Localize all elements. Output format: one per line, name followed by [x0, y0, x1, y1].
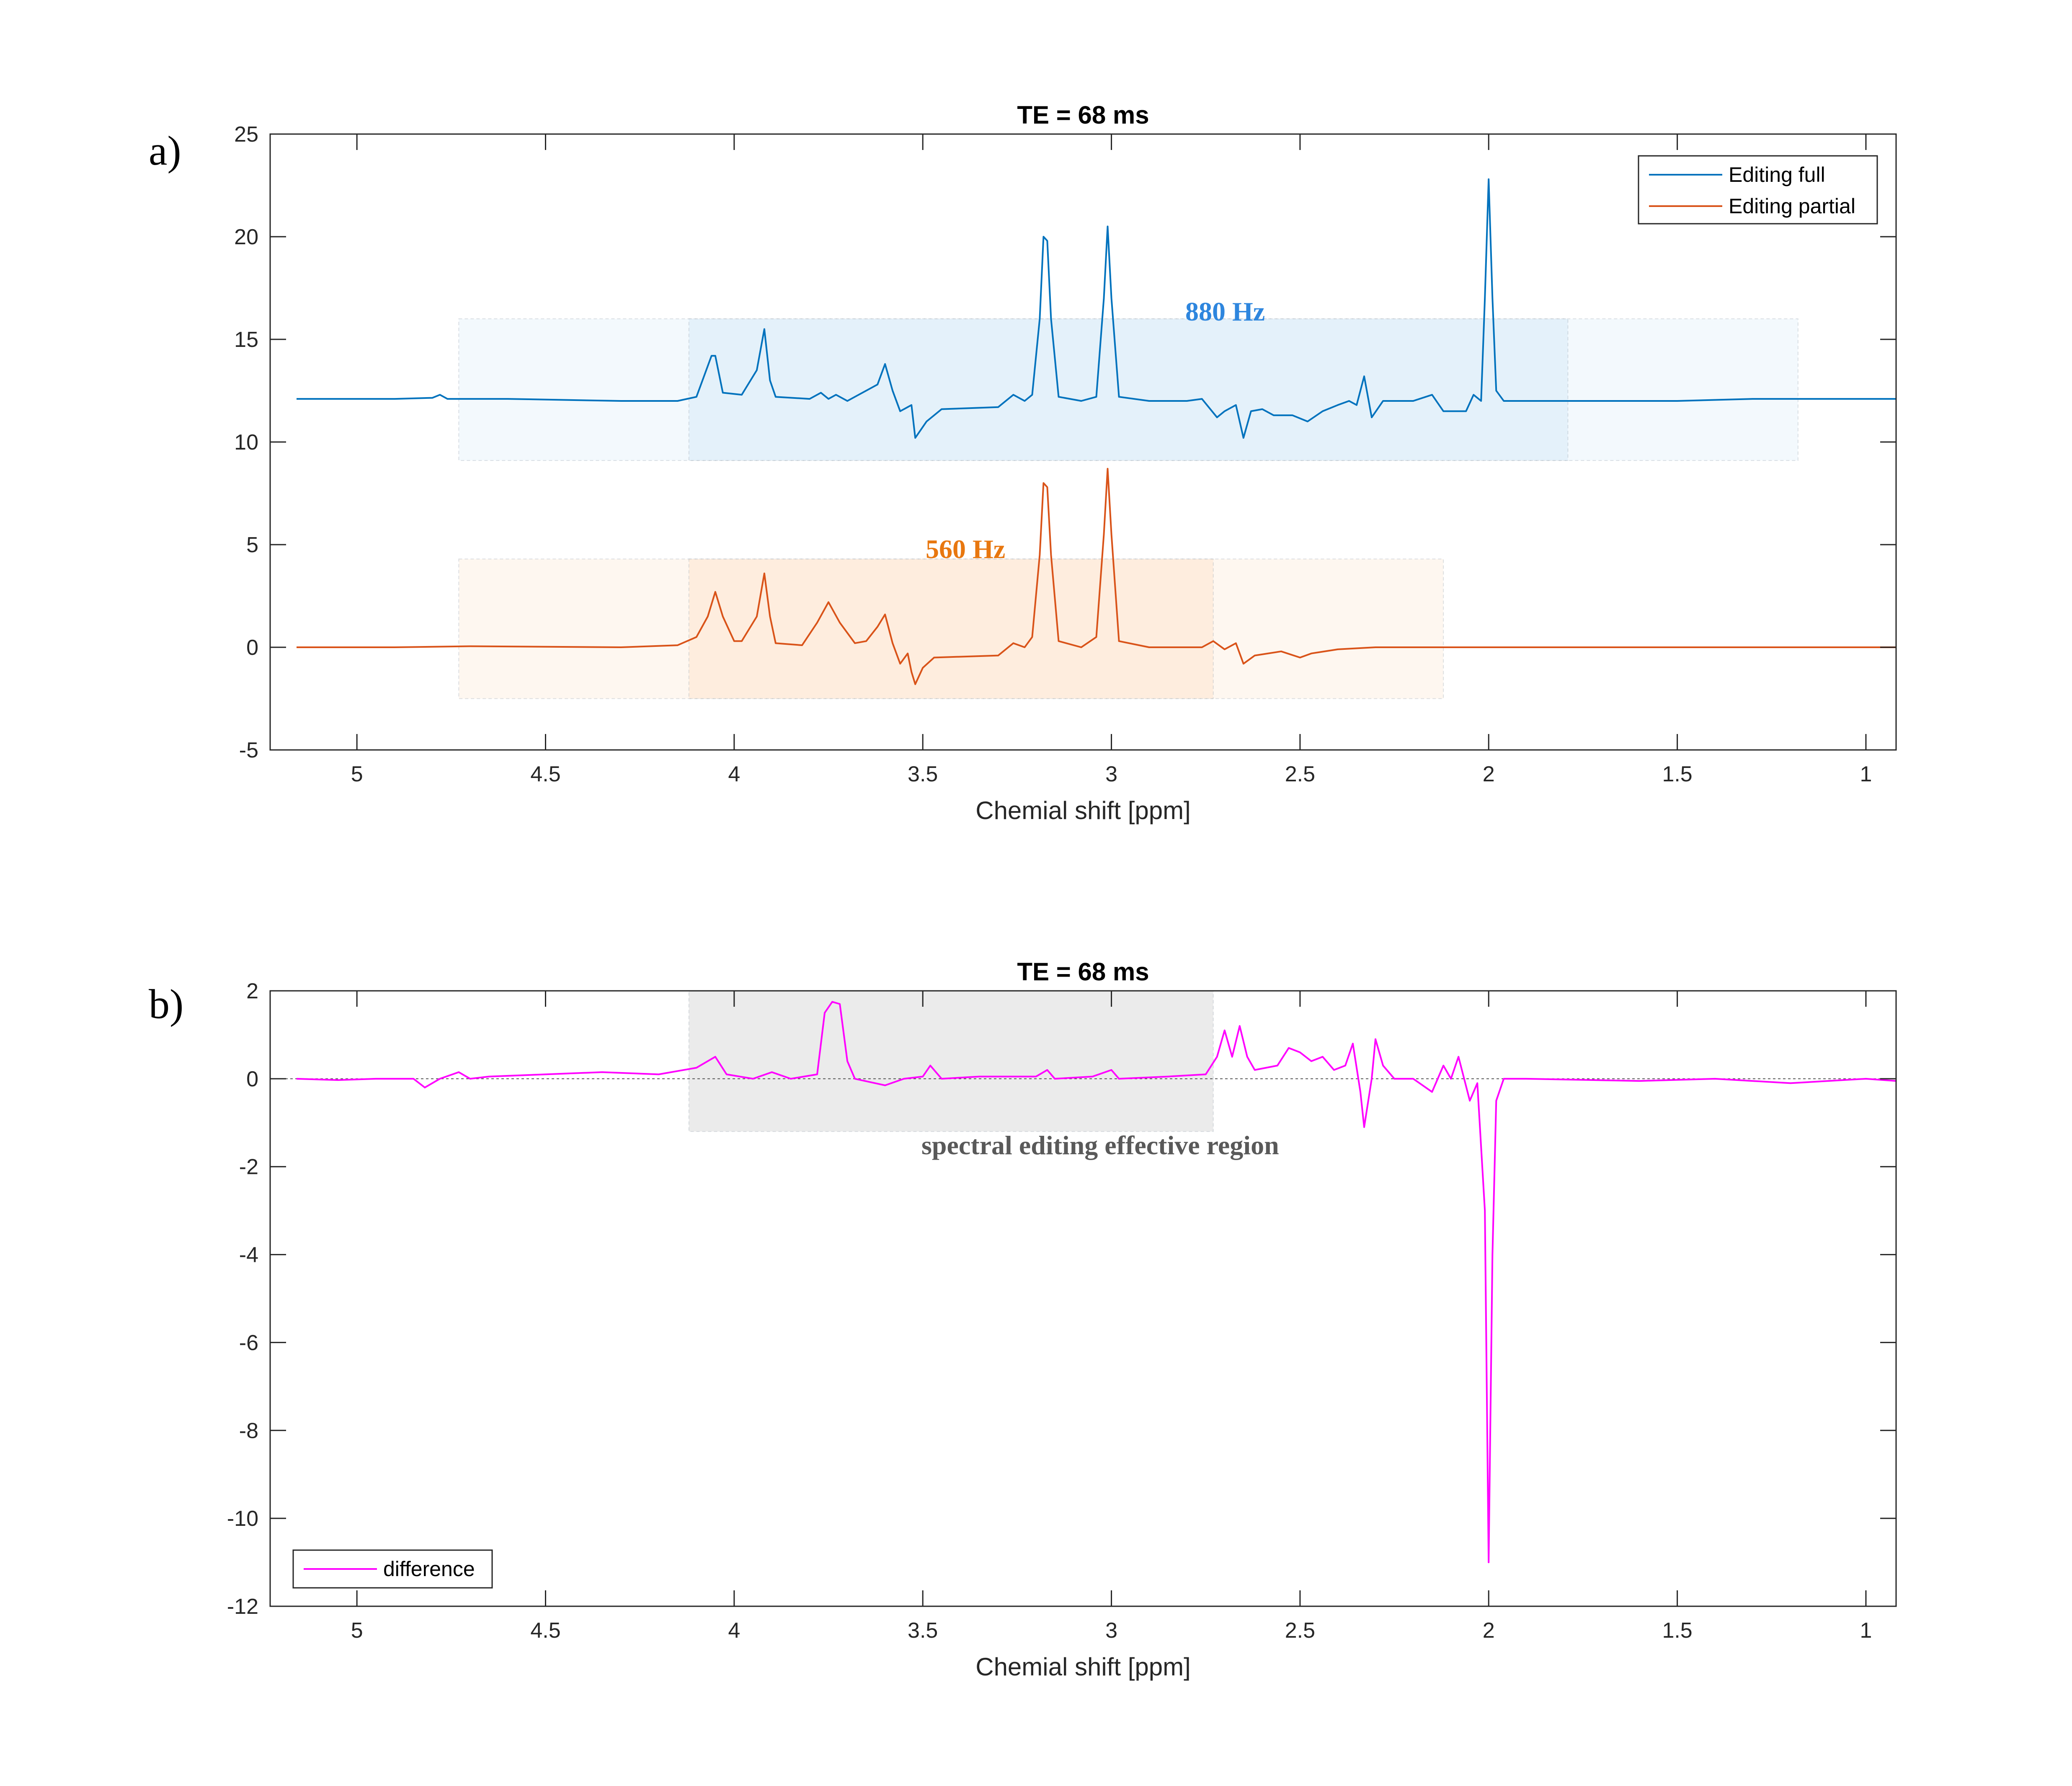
x-tick-label: 1.5 — [1662, 1618, 1692, 1643]
chart-title: TE = 68 ms — [1017, 958, 1149, 986]
x-tick-label: 4.5 — [530, 1618, 560, 1643]
x-tick-label: 3.5 — [908, 762, 938, 786]
y-tick-label: 15 — [234, 328, 258, 352]
chart-b: 5 4.5 4 3.5 3 2.5 2 1.5 1 -12 -10 -8 -6 -4 -2 0 2 TE = 68… — [227, 958, 1897, 1681]
y-tick-label: 0 — [246, 1067, 258, 1091]
y-tick-label: -12 — [227, 1595, 258, 1619]
series-line-1 — [297, 468, 1896, 685]
chart-a: 5 4.5 4 3.5 3 2.5 2 1.5 1 -5 0 5 10 15 20 25 TE = 68 ms C… — [234, 101, 1897, 825]
x-tick-label: 1.5 — [1662, 762, 1692, 786]
axes-box — [269, 990, 1897, 1607]
legend-box — [292, 1549, 493, 1589]
annotation-text: spectral editing effective region — [921, 1130, 1279, 1160]
x-tick-label: 4 — [728, 1618, 740, 1643]
panel-a-label: a) — [149, 127, 181, 174]
shaded-region — [688, 558, 1214, 699]
y-tick-label: -6 — [239, 1331, 258, 1355]
annotation-text: 560 Hz — [926, 534, 1005, 564]
x-tick-label: 2 — [1483, 762, 1495, 786]
legend-label: Editing full — [1729, 163, 1825, 186]
x-tick-label: 4 — [728, 762, 740, 786]
legend-box — [1638, 155, 1878, 225]
y-tick-label: 0 — [246, 636, 258, 660]
x-tick-label: 3 — [1105, 1618, 1117, 1643]
y-tick-label: 2 — [246, 979, 258, 1003]
x-axis-label: Chemial shift [ppm] — [975, 1653, 1191, 1681]
annotation-text: 880 Hz — [1185, 297, 1265, 326]
legend-label: Editing partial — [1729, 194, 1855, 218]
x-tick-label: 5 — [351, 1618, 363, 1643]
x-tick-label: 3.5 — [908, 1618, 938, 1643]
shaded-region — [688, 318, 1569, 461]
x-tick-label: 3 — [1105, 762, 1117, 786]
x-tick-label: 1 — [1860, 1618, 1872, 1643]
chart-title: TE = 68 ms — [1017, 101, 1149, 129]
y-tick-label: -10 — [227, 1507, 258, 1531]
x-tick-label: 1 — [1860, 762, 1872, 786]
x-tick-label: 4.5 — [530, 762, 560, 786]
panel-b-label: b) — [149, 981, 183, 1027]
x-tick-label: 2 — [1483, 1618, 1495, 1643]
series-line-0 — [297, 178, 1896, 439]
y-tick-label: 20 — [234, 225, 258, 249]
y-tick-label: 5 — [246, 533, 258, 557]
legend-label: difference — [383, 1557, 475, 1581]
x-tick-label: 2.5 — [1285, 1618, 1315, 1643]
y-tick-label: -8 — [239, 1419, 258, 1443]
x-axis-label: Chemial shift [ppm] — [975, 796, 1191, 825]
y-tick-label: -4 — [239, 1243, 258, 1267]
y-tick-label: -5 — [239, 738, 258, 762]
y-tick-label: 10 — [234, 430, 258, 455]
y-tick-label: -2 — [239, 1155, 258, 1179]
series-line-0 — [296, 1001, 1897, 1564]
x-tick-label: 2.5 — [1285, 762, 1315, 786]
shaded-region — [688, 990, 1214, 1132]
y-tick-label: 25 — [234, 122, 258, 147]
x-tick-label: 5 — [351, 762, 363, 786]
